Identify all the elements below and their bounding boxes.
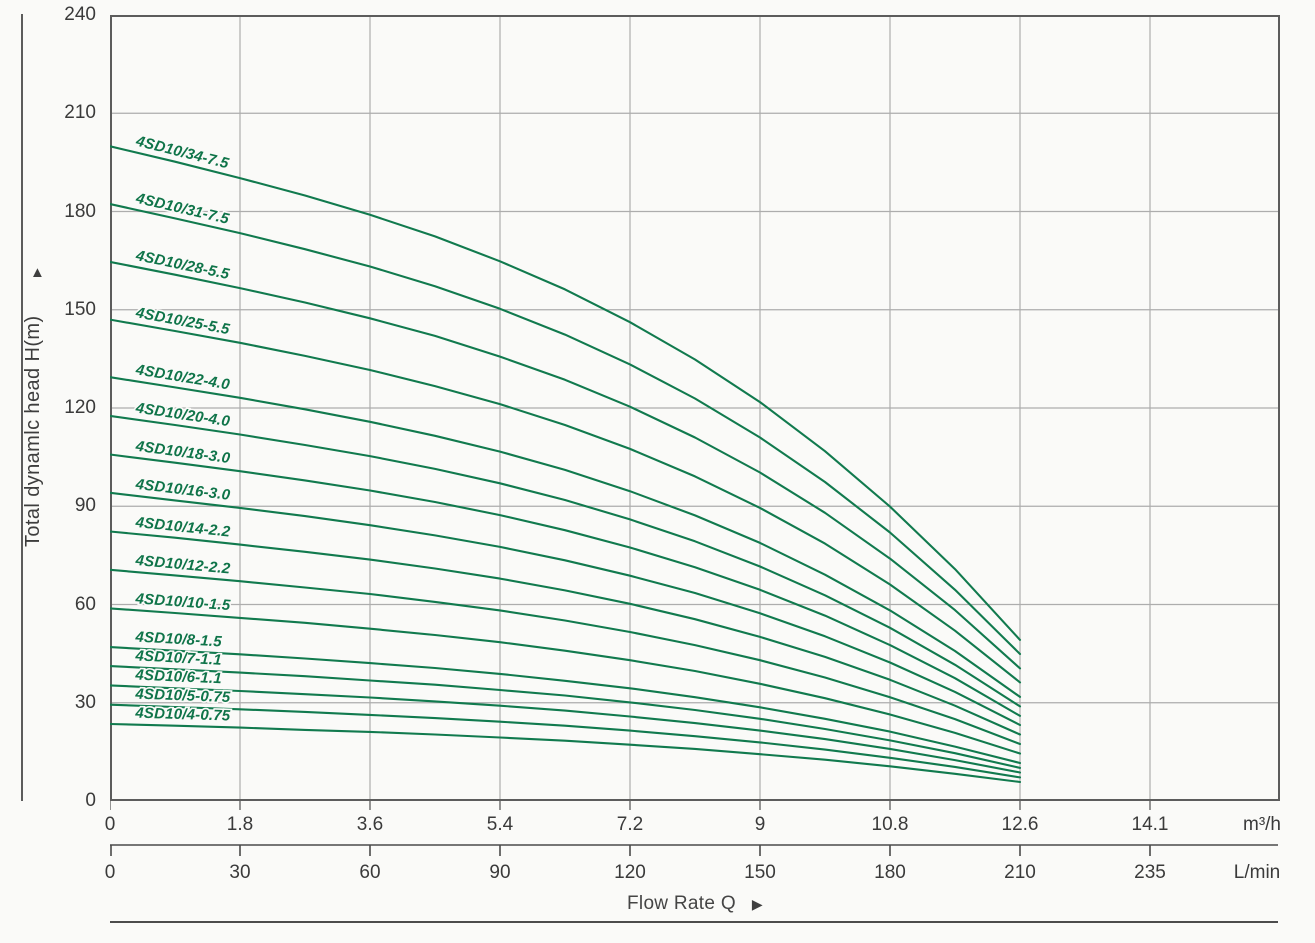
x-tick-label: 235 xyxy=(1134,862,1166,883)
y-axis-up-arrow-icon: ▲ xyxy=(30,264,45,281)
y-tick-label: 180 xyxy=(64,200,96,222)
y-tick-label: 240 xyxy=(64,4,96,25)
pump-curve xyxy=(110,376,1022,698)
bottom-rule xyxy=(110,921,1278,923)
x-axis-title-text: Flow Rate Q xyxy=(627,893,736,914)
pump-curve xyxy=(110,646,1022,765)
x-axis-lmin-unit: L/min xyxy=(1233,862,1281,883)
x-tick-label: 210 xyxy=(1004,862,1036,883)
pump-curve xyxy=(110,665,1022,769)
x-tick-label: 0 xyxy=(104,862,116,883)
x-tick-label: 9 xyxy=(754,814,766,835)
x-tick-label: 5.4 xyxy=(486,814,514,835)
y-tick-label: 150 xyxy=(64,298,96,320)
curve-label: 4SD10/14-2.2 xyxy=(134,514,232,541)
pump-curve xyxy=(110,568,1022,746)
curve-label: 4SD10/6-1.1 xyxy=(134,667,222,688)
curve-label: 4SD10/28-5.5 xyxy=(133,247,231,283)
y-tick-label: 90 xyxy=(74,495,96,517)
pump-curve xyxy=(110,414,1022,708)
pump-curve xyxy=(110,202,1022,656)
curve-label: 4SD10/34-7.5 xyxy=(133,132,231,172)
curve-label: 4SD10/5-0.75 xyxy=(134,686,231,707)
x-tick-label: 180 xyxy=(874,862,906,883)
plot-area: 4SD10/34-7.5 4SD10/31-7.5 4SD10/28-5.5 4SD1… xyxy=(110,15,1280,810)
x-tick-label: 1.8 xyxy=(226,814,254,835)
pump-curve xyxy=(110,530,1022,736)
pump-curve xyxy=(110,145,1022,641)
x-tick-label: 30 xyxy=(229,862,251,883)
x-tick-label: 60 xyxy=(359,862,381,883)
x-tick-label: 3.6 xyxy=(356,814,384,835)
y-tick-label: 30 xyxy=(74,691,96,713)
plot-border xyxy=(110,15,1280,801)
pump-curve xyxy=(110,684,1022,774)
y-tick-label: 60 xyxy=(74,593,96,615)
pump-curve xyxy=(110,491,1022,727)
curve-label: 4SD10/4-0.75 xyxy=(134,705,231,725)
pump-curve xyxy=(110,722,1022,784)
curve-label: 4SD10/31-7.5 xyxy=(133,190,231,228)
x-tick-label: 12.6 xyxy=(1001,814,1039,835)
curve-label: 4SD10/16-3.0 xyxy=(134,476,232,504)
pump-curve xyxy=(110,318,1022,684)
x-tick-label: 14.1 xyxy=(1131,814,1169,835)
x-tick-label: 7.2 xyxy=(616,814,644,835)
left-frame-line xyxy=(21,14,23,801)
x-tick-label: 150 xyxy=(744,862,776,883)
y-tick-label: 0 xyxy=(85,790,96,811)
pump-curve xyxy=(110,607,1022,755)
y-tick-label: 210 xyxy=(64,102,96,124)
x-tick-label: 0 xyxy=(104,814,116,835)
x-tick-label: 10.8 xyxy=(871,814,909,835)
pump-curve xyxy=(110,260,1022,670)
x-tick-label: 90 xyxy=(489,862,511,883)
x-axis-title: Flow Rate Q ▶ xyxy=(110,893,1280,915)
pump-curve xyxy=(110,453,1022,717)
pump-curve xyxy=(110,703,1022,779)
curve-label: 4SD10/7-1.1 xyxy=(134,647,222,669)
y-tick-label: 120 xyxy=(64,397,96,418)
lmin-axis xyxy=(110,844,1278,856)
x-axis-m3h-unit: m³/h xyxy=(1243,814,1281,835)
x-axis-right-arrow-icon: ▶ xyxy=(751,896,763,912)
x-tick-label: 120 xyxy=(614,862,646,883)
